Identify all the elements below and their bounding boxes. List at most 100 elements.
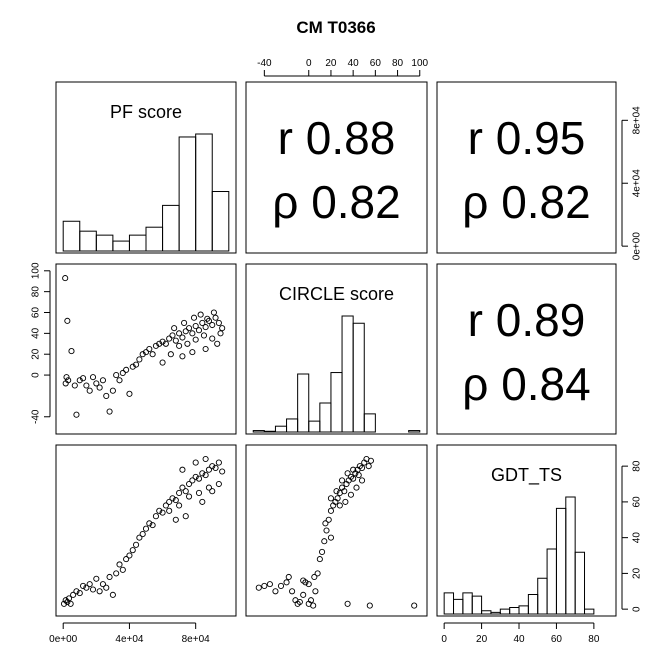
- scatter-point-gdt-vs-pf: [86, 581, 93, 588]
- circle-x-tick-label: 40: [348, 58, 360, 69]
- histogram-bar: [128, 234, 147, 252]
- correlation-rho: ρ 0.82: [462, 176, 590, 228]
- circle-x-tick-label: 20: [325, 58, 337, 69]
- scatter-point-circle-vs-pf: [146, 345, 153, 353]
- circle-x-tick-label: 100: [411, 58, 428, 69]
- scatter-point-gdt-vs-pf: [76, 590, 83, 597]
- scatter-point-gdt-vs-circle: [316, 556, 323, 563]
- scatter-point-circle-vs-pf: [209, 335, 216, 342]
- panel-frame-2-0: [55, 444, 237, 617]
- histogram-bar: [527, 594, 539, 615]
- scatter-point-gdt-vs-pf: [152, 513, 159, 520]
- scatter-point-circle-vs-pf: [123, 366, 130, 373]
- scatter-point-gdt-vs-circle: [283, 579, 290, 586]
- scatter-point-circle-vs-pf: [184, 340, 191, 347]
- gdt-x-tick-label: 20: [476, 634, 488, 645]
- histogram-bar: [481, 610, 492, 615]
- scatter-point-circle-vs-pf: [192, 336, 199, 343]
- scatter-point-circle-vs-pf: [219, 325, 226, 332]
- scatter-point-gdt-vs-pf: [179, 466, 186, 473]
- panel-frame-1-1: [245, 263, 428, 435]
- scatter-point-gdt-vs-pf: [195, 475, 203, 482]
- histogram-bar: [319, 402, 332, 433]
- scatter-point-gdt-vs-pf: [146, 520, 153, 527]
- panel-frame-2-1: [245, 444, 428, 617]
- diagonal-label: CIRCLE score: [279, 284, 394, 304]
- scatter-point-gdt-vs-pf: [162, 502, 169, 509]
- histogram-bar: [518, 605, 529, 615]
- scatter-point-circle-vs-pf: [159, 359, 166, 366]
- scatter-point-gdt-vs-pf: [182, 513, 189, 520]
- scatter-point-gdt-vs-circle: [333, 488, 340, 495]
- scatter-point-gdt-vs-circle: [327, 534, 334, 541]
- scatter-point-gdt-vs-circle: [255, 584, 262, 591]
- histogram-bar: [584, 608, 595, 615]
- scatter-point-gdt-vs-circle: [307, 597, 315, 604]
- scatter-point-circle-vs-pf: [215, 319, 222, 326]
- scatter-point-gdt-vs-pf: [215, 459, 222, 466]
- pf-x-tick-label: 0e+00: [49, 634, 78, 645]
- scatter-point-gdt-vs-circle: [353, 484, 360, 491]
- scatter-point-gdt-vs-circle: [272, 588, 279, 595]
- scatter-point-gdt-vs-pf: [212, 464, 219, 471]
- histogram-bar: [308, 420, 321, 433]
- scatter-point-gdt-vs-pf: [60, 600, 68, 607]
- circle-x-tick-label: 0: [306, 58, 312, 69]
- correlation-r: r 0.95: [468, 112, 586, 164]
- scatter-point-gdt-vs-pf: [186, 493, 193, 500]
- scatter-point-gdt-vs-circle: [339, 477, 346, 484]
- scatter-point-gdt-vs-pf: [209, 463, 216, 470]
- scatter-point-gdt-vs-pf: [139, 531, 146, 538]
- pf-x-tick-label: 8e+04: [182, 634, 211, 645]
- circle-y-tick-label: 100: [31, 262, 42, 279]
- scatter-point-gdt-vs-circle: [367, 457, 374, 464]
- scatter-point-gdt-vs-pf: [195, 489, 203, 497]
- scatter-point-gdt-vs-pf: [202, 455, 209, 463]
- scatter-point-gdt-vs-pf: [209, 488, 216, 495]
- gdt-x-tick-label: 80: [588, 634, 600, 645]
- scatter-point-gdt-vs-circle: [319, 548, 326, 556]
- gdt-x-tick-label: 0: [441, 634, 447, 645]
- scatter-point-gdt-vs-circle: [355, 472, 362, 479]
- scatter-point-circle-vs-pf: [179, 353, 186, 360]
- scatter-point-circle-vs-pf: [166, 335, 173, 342]
- scatter-point-gdt-vs-pf: [109, 591, 116, 598]
- scatter-point-circle-vs-pf: [204, 315, 211, 322]
- panel-frame-1-0: [55, 263, 237, 435]
- gdt-x-tick-label: 60: [551, 634, 563, 645]
- scatter-point-circle-vs-pf: [99, 377, 106, 384]
- scatter-point-gdt-vs-pf: [176, 489, 183, 497]
- scatter-point-circle-vs-pf: [192, 323, 199, 330]
- scatter-point-gdt-vs-pf: [113, 570, 120, 577]
- scatter-point-circle-vs-pf: [64, 317, 71, 324]
- scatter-point-circle-vs-pf: [68, 348, 75, 355]
- scatter-point-gdt-vs-pf: [219, 468, 226, 475]
- scatter-point-gdt-vs-circle: [277, 582, 285, 589]
- panel-frame-2-2: [436, 444, 617, 617]
- scatter-point-gdt-vs-pf: [99, 581, 106, 588]
- scatter-point-circle-vs-pf: [169, 332, 176, 339]
- circle-y-tick-label: 80: [31, 286, 42, 298]
- scatter-point-gdt-vs-pf: [169, 495, 176, 502]
- scatter-point-circle-vs-pf: [106, 408, 113, 415]
- scatter-point-circle-vs-pf: [181, 319, 188, 326]
- histogram-bar: [297, 373, 310, 433]
- correlation-rho: ρ 0.82: [272, 176, 400, 228]
- scatter-point-gdt-vs-pf: [202, 472, 209, 479]
- scatter-point-circle-vs-pf: [126, 390, 133, 397]
- scatter-point-circle-vs-pf: [62, 380, 69, 387]
- scatter-point-circle-vs-pf: [116, 377, 123, 384]
- scatter-point-gdt-vs-circle: [365, 463, 372, 470]
- scatter-point-gdt-vs-circle: [366, 602, 373, 609]
- scatter-point-gdt-vs-circle: [305, 581, 312, 588]
- circle-y-tick-label: -40: [31, 409, 42, 424]
- scatter-point-circle-vs-pf: [189, 349, 196, 356]
- circle-x-tick-label: -40: [257, 58, 272, 69]
- histogram-bar: [62, 220, 81, 252]
- scatter-point-circle-vs-pf: [214, 340, 221, 347]
- histogram-bar: [509, 607, 520, 615]
- scatter-point-circle-vs-pf: [133, 361, 140, 368]
- scatter-point-circle-vs-pf: [209, 321, 216, 329]
- scatter-point-circle-vs-pf: [62, 275, 69, 282]
